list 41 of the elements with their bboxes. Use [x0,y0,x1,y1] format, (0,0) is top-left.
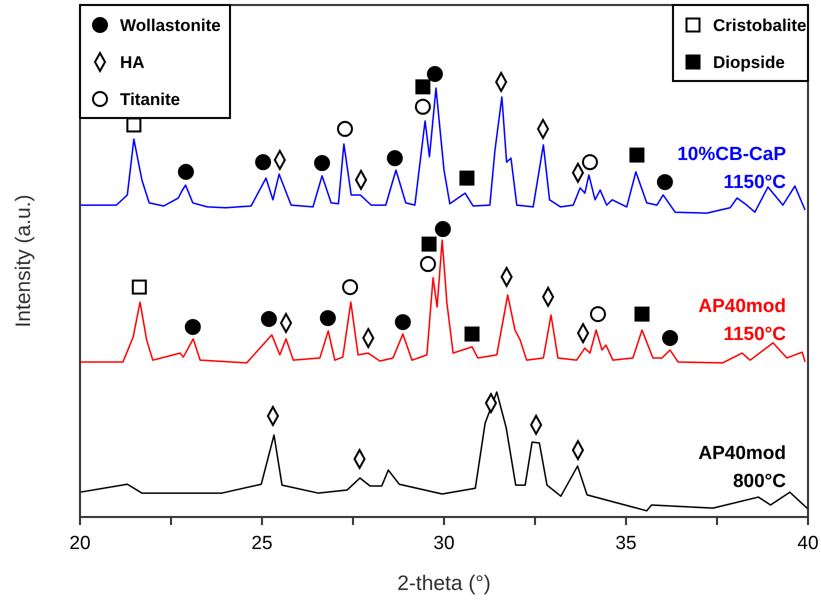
point [386,150,403,166]
point [342,279,358,296]
legend-label: Wollastonite [120,16,221,35]
point [336,120,353,137]
x-tick-label: 30 [433,533,455,554]
point [255,154,272,170]
point [582,154,598,170]
point [662,330,678,346]
legend-label: Diopside [713,53,785,72]
point [464,326,480,342]
point [178,164,194,180]
point [656,174,673,190]
point [422,236,437,252]
x-tick-label: 40 [797,533,819,554]
point [260,310,277,327]
point [590,306,606,322]
point [415,79,430,94]
point [426,66,443,82]
point [314,155,330,172]
x-tick-label: 25 [251,533,273,554]
legend-label: Cristobalite [713,16,807,35]
point [132,280,147,295]
point [459,170,474,186]
series-label: 10%CB-CaP 1150°C [677,144,786,193]
point [414,98,431,115]
point [184,318,201,335]
x-axis-title: 2-theta (°) [397,572,491,595]
point [394,314,411,330]
x-tick-label: 20 [69,533,91,554]
point [634,306,650,322]
point [320,310,336,326]
point [420,256,436,272]
point [629,148,644,163]
series-label: AP40mod 1150°C [698,296,786,345]
series-label: AP40mod 800°C [698,443,786,492]
legend-label: HA [120,53,145,72]
legend-label: Titanite [120,90,180,109]
x-tick-label: 35 [615,533,637,554]
y-axis-title: Intensity (a.u.) [12,194,35,328]
point [434,221,451,238]
point [126,117,142,132]
